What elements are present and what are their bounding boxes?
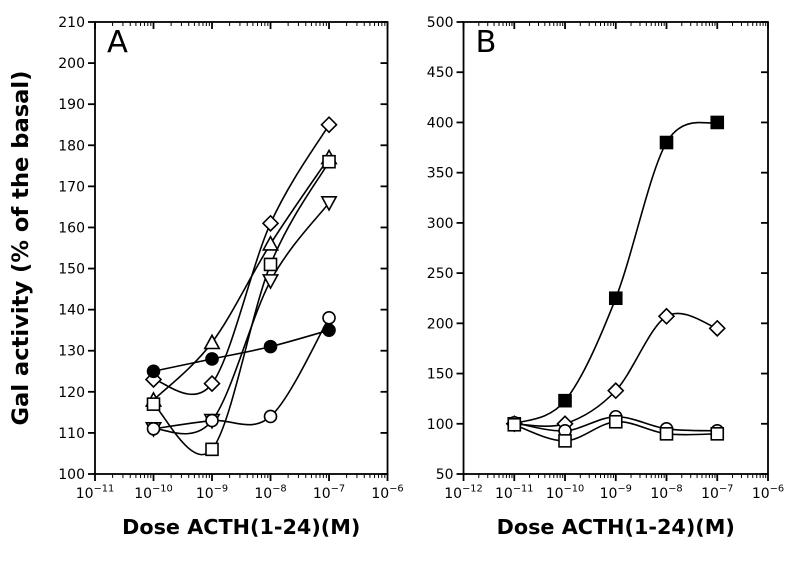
svg-text:160: 160 [58, 220, 85, 236]
svg-text:180: 180 [58, 138, 85, 154]
svg-text:110: 110 [58, 426, 85, 442]
svg-text:150: 150 [427, 367, 454, 383]
svg-text:300: 300 [427, 216, 454, 232]
panel-letter: A [107, 25, 128, 60]
series-curve-diamond-open [514, 313, 717, 426]
svg-text:10−7: 10−7 [313, 484, 345, 502]
panel-B: 50 100 150 200 250 300 350 400 450 500 10−12 10−11 1… [427, 15, 784, 502]
svg-text:50: 50 [436, 467, 454, 483]
series-curve-circle-open [154, 318, 330, 429]
svg-text:10−11: 10−11 [76, 484, 115, 502]
svg-text:150: 150 [58, 262, 85, 278]
figure-container: 100 110 120 130 140 150 160 170 180 190 200 210 10−1… [0, 0, 788, 564]
svg-text:140: 140 [58, 303, 85, 319]
x-axis-label-A: Dose ACTH(1-24)(M) [122, 515, 360, 539]
svg-text:10−12: 10−12 [444, 484, 483, 502]
svg-text:10−9: 10−9 [196, 484, 228, 502]
panel-letter: B [476, 25, 497, 60]
svg-text:400: 400 [427, 115, 454, 131]
svg-text:100: 100 [427, 417, 454, 433]
series-curve-triangle-down-open [154, 203, 330, 434]
svg-text:170: 170 [58, 179, 85, 195]
svg-text:120: 120 [58, 385, 85, 401]
svg-text:10−7: 10−7 [701, 484, 733, 502]
series-curve-square-filled [514, 122, 717, 423]
svg-text:250: 250 [427, 266, 454, 282]
chart-svg: 100 110 120 130 140 150 160 170 180 190 200 210 10−1… [0, 0, 788, 564]
svg-text:450: 450 [427, 65, 454, 81]
svg-text:10−11: 10−11 [495, 484, 534, 502]
svg-text:10−10: 10−10 [134, 484, 173, 502]
svg-text:350: 350 [427, 166, 454, 182]
svg-text:10−9: 10−9 [600, 484, 632, 502]
x-axis-label-B: Dose ACTH(1-24)(M) [497, 515, 735, 539]
svg-text:10−6: 10−6 [371, 484, 403, 502]
svg-text:500: 500 [427, 15, 454, 31]
svg-text:10−8: 10−8 [254, 484, 286, 502]
svg-text:200: 200 [427, 316, 454, 332]
svg-text:100: 100 [58, 467, 85, 483]
svg-text:10−6: 10−6 [752, 484, 784, 502]
svg-text:130: 130 [58, 344, 85, 360]
y-axis-label: Gal activity (% of the basal) [8, 70, 34, 425]
svg-text:210: 210 [58, 15, 85, 31]
svg-text:190: 190 [58, 97, 85, 113]
svg-text:200: 200 [58, 56, 85, 72]
svg-text:10−8: 10−8 [650, 484, 682, 502]
panel-A: 100 110 120 130 140 150 160 170 180 190 200 210 10−1… [58, 15, 403, 502]
svg-text:10−10: 10−10 [546, 484, 585, 502]
